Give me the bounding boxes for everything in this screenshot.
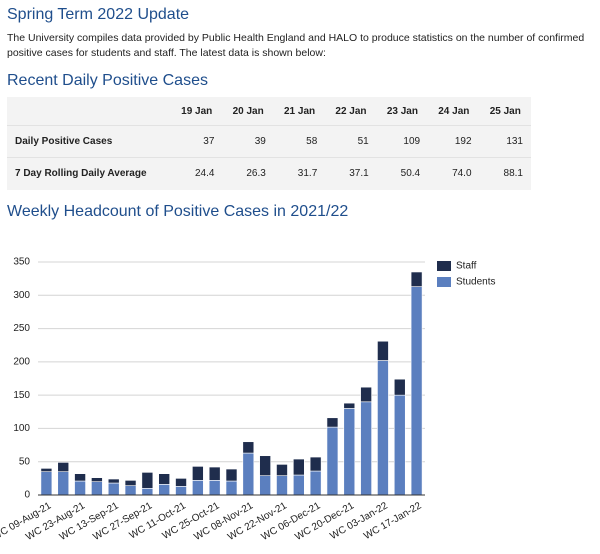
table-cell: 31.7	[297, 168, 318, 180]
x-tick-label: WC 17-Jan-22	[362, 500, 424, 542]
bar-segment	[57, 471, 70, 496]
table-cell: 58	[306, 136, 318, 147]
column-header: 23 Jan	[386, 105, 418, 117]
bar-segment	[276, 475, 288, 496]
bar-segment	[208, 466, 221, 481]
intro-text: The University compiles data provided by…	[7, 32, 585, 59]
bar-segment	[377, 340, 389, 361]
bar-segment	[293, 458, 305, 476]
row-label: 7 Day Rolling Daily Average	[15, 168, 147, 180]
bar-segment	[74, 480, 86, 496]
y-tick-label: 150	[13, 390, 30, 401]
y-tick-label: 200	[13, 356, 30, 367]
chart-title: Weekly Headcount of Positive Cases in 20…	[7, 203, 349, 220]
table-cell: 39	[254, 136, 266, 147]
bar-segment	[225, 480, 238, 496]
table-cell: 131	[506, 136, 523, 147]
column-header: 25 Jan	[489, 105, 521, 117]
bar-segment	[107, 482, 120, 496]
bar-segment	[158, 484, 170, 496]
bar-segment	[91, 477, 103, 482]
y-tick-label: 0	[24, 490, 30, 501]
bar-segment	[242, 452, 255, 496]
table-cell: 37.1	[349, 168, 369, 180]
bar-segment	[158, 473, 170, 485]
column-header: 22 Jan	[335, 105, 367, 117]
bar-segment	[410, 286, 423, 496]
bar-segment	[124, 485, 137, 496]
bar-segment	[40, 468, 53, 473]
daily-table: 19 Jan 20 Jan 21 Jan 22 Jan 23 Jan 24 Jan 25 J…	[7, 97, 531, 190]
bar-segment	[192, 466, 204, 481]
table-cell: 24.4	[194, 168, 215, 180]
header-row: 19 Jan 20 Jan 21 Jan 22 Jan 23 Jan 24 Jan 25 J…	[7, 97, 531, 126]
table-body: Daily Positive Cases 37 39 58 51 109 192 131 7 D…	[7, 125, 531, 190]
table-row: 7 Day Rolling Daily Average 24.4 26.3 31.7 3…	[7, 157, 531, 190]
table-cell: 192	[454, 136, 472, 147]
column-header: 20 Jan	[232, 105, 264, 117]
table-cell: 51	[357, 136, 369, 147]
bar-segment	[393, 378, 406, 396]
table-cell: 50.4	[400, 168, 421, 180]
table-cell: 26.3	[246, 168, 266, 180]
table-cell: 109	[403, 136, 421, 147]
corner-cell	[7, 97, 171, 126]
bar-segment	[107, 478, 120, 484]
bar-segment	[343, 408, 356, 496]
bar-segment	[175, 486, 187, 496]
column-header: 21 Jan	[283, 105, 316, 117]
y-tick-label: 350	[13, 257, 30, 268]
bar-segment	[309, 470, 322, 496]
table-cell: 74.0	[452, 168, 472, 180]
table-row: Daily Positive Cases 37 39 58 51 109 192 131	[7, 125, 531, 158]
section-heading: Recent Daily Positive Cases	[7, 72, 208, 89]
column-header: 24 Jan	[438, 105, 470, 117]
table-cell: 37	[203, 136, 215, 147]
bar-segment	[360, 386, 372, 403]
bar-segment	[259, 455, 271, 476]
bar-segment	[242, 441, 255, 454]
bar-segment	[141, 488, 154, 496]
bar-segment	[276, 464, 288, 476]
bar-segment	[410, 271, 423, 287]
bar-segment	[326, 426, 339, 496]
y-tick-label: 100	[13, 423, 30, 434]
legend-label: Staff	[456, 261, 477, 272]
bar-segment	[293, 474, 305, 496]
bar-segment	[175, 478, 187, 487]
bar-segment	[377, 360, 389, 496]
table-cell: 88.1	[503, 168, 523, 180]
bar-segment	[208, 480, 221, 496]
page-title: Spring Term 2022 Update	[7, 6, 190, 23]
bar-segment	[74, 473, 86, 482]
legend-swatch	[437, 261, 451, 271]
y-tick-label: 50	[19, 456, 31, 467]
bar-segment	[309, 456, 322, 472]
y-tick-label: 250	[13, 323, 30, 334]
bar-segment	[91, 481, 103, 496]
y-tick-label: 300	[13, 290, 30, 301]
table-head: 19 Jan 20 Jan 21 Jan 22 Jan 23 Jan 24 Jan 25 J…	[7, 97, 531, 126]
bar-segment	[343, 402, 356, 409]
column-header: 19 Jan	[181, 105, 213, 117]
bar-segment	[141, 472, 154, 489]
bar-segment	[225, 468, 238, 482]
row-label: Daily Positive Cases	[15, 136, 113, 147]
legend-label: Students	[456, 277, 495, 288]
bar-segment	[57, 462, 70, 473]
bar-segment	[393, 394, 406, 496]
bar-segment	[326, 417, 339, 428]
bar-segment	[192, 480, 204, 496]
bar-segment	[259, 475, 271, 496]
bar-segment	[360, 401, 372, 496]
bar-segment	[40, 471, 53, 496]
legend-swatch	[437, 277, 451, 287]
bar-segment	[124, 480, 137, 486]
